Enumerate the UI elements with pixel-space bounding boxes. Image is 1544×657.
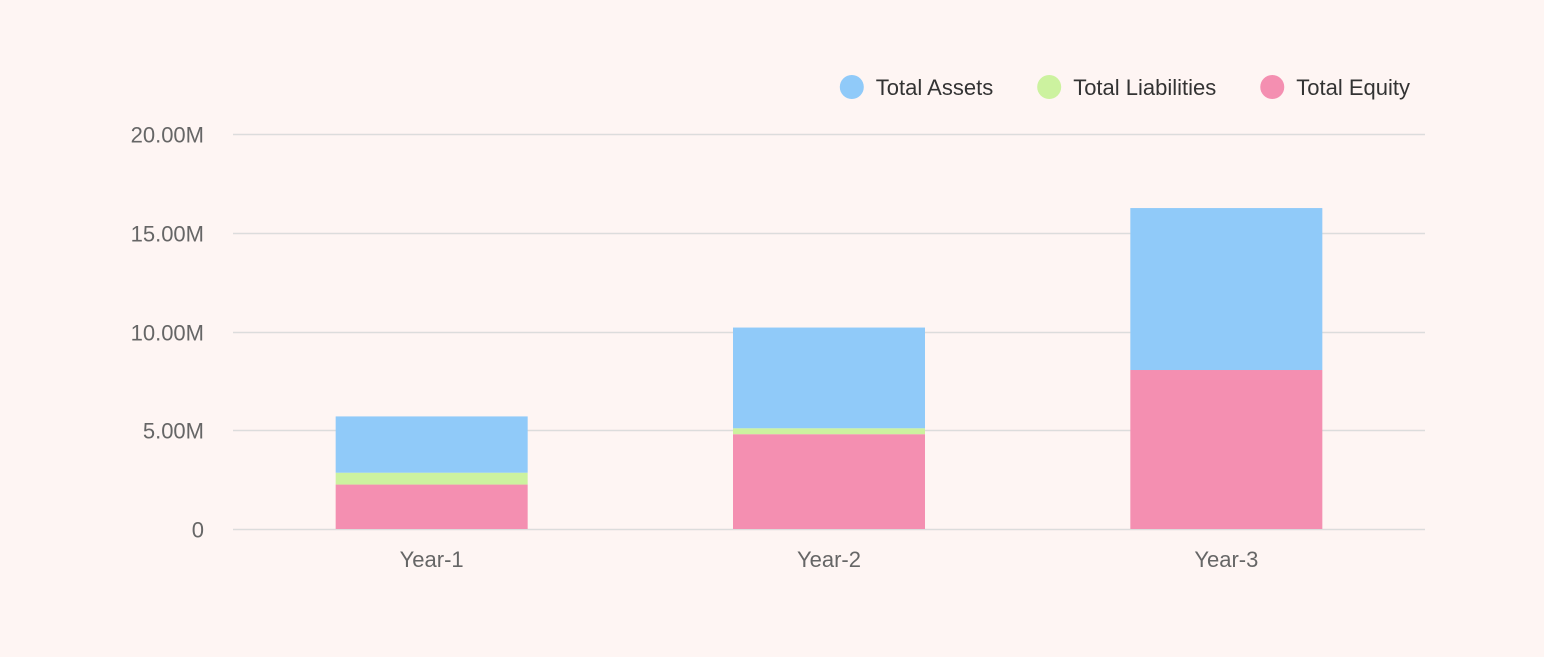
- x-tick-label: Year-1: [400, 547, 464, 572]
- x-tick-label: Year-3: [1194, 547, 1258, 572]
- legend: Total Assets Total Liabilities Total Equit…: [839, 75, 1410, 100]
- legend-label: Total Equity: [1296, 75, 1410, 100]
- y-tick-label: 15.00M: [131, 222, 204, 247]
- bar-total-equity[interactable]: [335, 484, 528, 529]
- legend-swatch: [1037, 75, 1062, 99]
- legend-swatch: [839, 75, 864, 99]
- legend-item-total-assets[interactable]: Total Assets: [839, 75, 993, 100]
- bar-total-assets[interactable]: [335, 416, 528, 473]
- legend-label: Total Assets: [876, 75, 993, 100]
- bar-total-assets[interactable]: [733, 327, 925, 429]
- y-tick-label: 20.00M: [131, 123, 204, 148]
- bars-layer: [335, 208, 1323, 529]
- bar-total-assets[interactable]: [1130, 208, 1323, 371]
- y-tick-label: 10.00M: [131, 321, 204, 346]
- bar-total-liabilities[interactable]: [733, 428, 925, 435]
- legend-item-total-liabilities[interactable]: Total Liabilities: [1037, 75, 1216, 100]
- axis-layer: 0 5.00M 10.00M 15.00M 20.00M Year-1 Year-2 Year…: [131, 123, 1259, 573]
- legend-label: Total Liabilities: [1073, 75, 1216, 100]
- bar-total-equity[interactable]: [1130, 370, 1323, 529]
- x-tick-label: Year-2: [797, 547, 861, 572]
- y-tick-label: 5.00M: [143, 419, 204, 444]
- legend-item-total-equity[interactable]: Total Equity: [1260, 75, 1410, 100]
- bar-total-equity[interactable]: [733, 434, 925, 529]
- y-tick-label: 0: [192, 518, 204, 543]
- legend-swatch: [1260, 75, 1285, 99]
- bar-total-liabilities[interactable]: [335, 472, 528, 485]
